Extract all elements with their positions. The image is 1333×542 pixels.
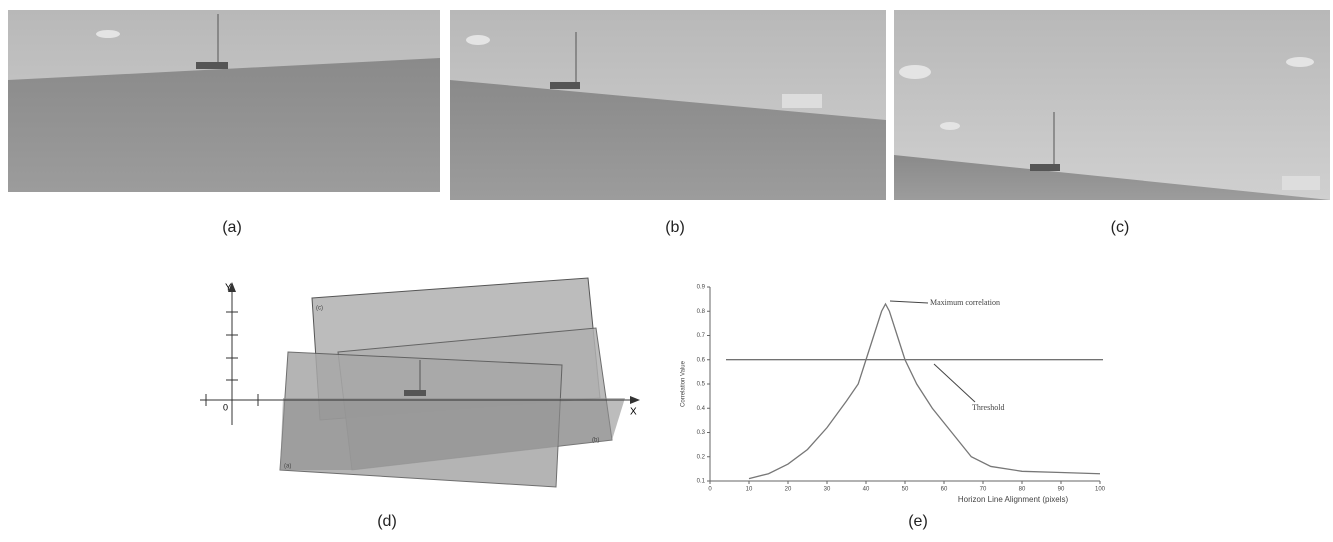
line [749,304,1100,479]
annotation: Maximum correlation [930,298,1000,307]
y-tick-label: 0.6 [697,357,706,363]
x-tick-label: 30 [824,487,831,493]
photo-a [8,10,440,192]
chart: Horizon Line Alignment (pixels) Correlat… [681,285,1106,505]
y-tick-label: 0.5 [697,382,706,388]
arrow [890,301,928,303]
x-tick-label: 10 [746,487,753,493]
x-tick-label: 50 [902,487,909,493]
x-tick-label: 90 [1058,487,1065,493]
y-tick-label: 0.7 [697,333,706,339]
photo-c [894,10,1330,200]
diagram-d [200,278,640,487]
caption: (b) [665,219,685,236]
x-tick-label: 80 [1019,487,1026,493]
arrow [934,364,975,402]
x-tick-label: 0 [708,487,712,493]
caption: (e) [908,513,928,530]
x-tick-label: 70 [980,487,987,493]
x-tick-label: 20 [785,487,792,493]
origin-label: 0 [223,402,228,412]
y-tick-label: 0.1 [697,479,706,485]
annotation: Threshold [972,403,1004,412]
caption: (c) [1111,219,1130,236]
y-tick-label: 0.3 [697,430,706,436]
frame-label: (b) [592,438,599,444]
x-tick-label: 100 [1095,487,1106,493]
caption: (a) [222,219,242,236]
frame-label: (c) [316,306,323,312]
figure: (a) (b) (c) Y X 0 (c) (b) (a) (d) (e) Ho… [0,0,1333,537]
axis-label: X [630,407,637,418]
y-axis-label: Correlation Value [681,360,687,407]
y-tick-label: 0.8 [697,309,706,315]
axis-label: Y [225,283,232,294]
frame-label: (a) [284,464,291,470]
x-tick-label: 40 [863,487,870,493]
y-tick-label: 0.9 [697,285,706,291]
x-axis-label: Horizon Line Alignment (pixels) [958,495,1069,504]
y-tick-label: 0.4 [697,406,706,412]
photo-b [450,10,886,200]
x-tick-label: 60 [941,487,948,493]
caption: (d) [377,513,397,530]
y-tick-label: 0.2 [697,454,706,460]
page: {"panels": {"a": "(a)", "b": "(b)", "c":… [0,0,1333,542]
